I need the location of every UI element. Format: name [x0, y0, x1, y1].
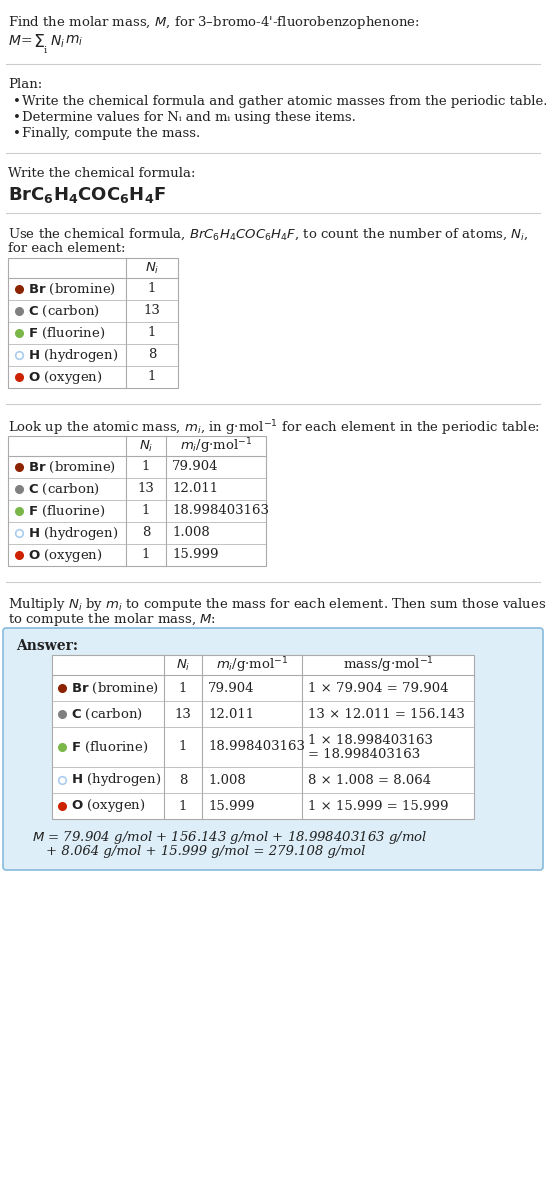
Text: $\bf{Br}$ (bromine): $\bf{Br}$ (bromine) [71, 681, 159, 695]
Text: $\bf{C}$ (carbon): $\bf{C}$ (carbon) [28, 481, 100, 497]
Text: $\bf{H}$ (hydrogen): $\bf{H}$ (hydrogen) [28, 524, 118, 542]
Text: $\bf{F}$ (fluorine): $\bf{F}$ (fluorine) [28, 504, 105, 518]
Text: $\bf{F}$ (fluorine): $\bf{F}$ (fluorine) [71, 739, 148, 754]
Text: 1: 1 [148, 371, 156, 384]
Text: Finally, compute the mass.: Finally, compute the mass. [22, 127, 200, 140]
Text: $\bf{H}$ (hydrogen): $\bf{H}$ (hydrogen) [28, 347, 118, 364]
Text: =: = [20, 34, 32, 48]
Text: $\bf{Br}$ (bromine): $\bf{Br}$ (bromine) [28, 282, 116, 297]
Bar [8, 436, 266, 565]
Text: $m_i$/g·mol$^{-1}$: $m_i$/g·mol$^{-1}$ [216, 656, 288, 675]
Text: •: • [13, 95, 21, 108]
Text: 1 × 18.998403163: 1 × 18.998403163 [308, 734, 433, 747]
Text: 12.011: 12.011 [208, 708, 254, 720]
Text: 1.008: 1.008 [208, 773, 246, 786]
Text: $\bf{C}$ (carbon): $\bf{C}$ (carbon) [71, 707, 143, 721]
Text: Determine values for Nᵢ and mᵢ using these items.: Determine values for Nᵢ and mᵢ using the… [22, 110, 356, 124]
Text: 13 × 12.011 = 156.143: 13 × 12.011 = 156.143 [308, 708, 465, 720]
Text: $N_i$: $N_i$ [176, 657, 190, 672]
Text: 1: 1 [142, 505, 150, 518]
Text: 18.998403163: 18.998403163 [172, 505, 269, 518]
Text: 79.904: 79.904 [172, 461, 218, 474]
Text: 8: 8 [179, 773, 187, 786]
Text: $\mathbf{BrC_6H_4COC_6H_4F}$: $\mathbf{BrC_6H_4COC_6H_4F}$ [8, 185, 166, 206]
Text: 1.008: 1.008 [172, 526, 210, 539]
Text: 1: 1 [179, 682, 187, 695]
Text: $\bf{O}$ (oxygen): $\bf{O}$ (oxygen) [71, 797, 146, 815]
Text: $N_i$: $N_i$ [145, 260, 159, 276]
Text: 8: 8 [142, 526, 150, 539]
Text: $\bf{O}$ (oxygen): $\bf{O}$ (oxygen) [28, 546, 103, 563]
Text: $\bf{C}$ (carbon): $\bf{C}$ (carbon) [28, 303, 100, 318]
Text: i: i [44, 46, 48, 55]
Text: Write the chemical formula and gather atomic masses from the periodic table.: Write the chemical formula and gather at… [22, 95, 546, 108]
Bar [52, 655, 474, 819]
Text: $m_i$/g·mol$^{-1}$: $m_i$/g·mol$^{-1}$ [180, 436, 252, 456]
Text: Find the molar mass, $M$, for 3–bromo-4'-fluorobenzophenone:: Find the molar mass, $M$, for 3–bromo-4'… [8, 14, 420, 31]
Text: $N_i$: $N_i$ [50, 34, 65, 50]
Text: 8 × 1.008 = 8.064: 8 × 1.008 = 8.064 [308, 773, 431, 786]
Text: Answer:: Answer: [16, 639, 78, 653]
Text: $\bf{O}$ (oxygen): $\bf{O}$ (oxygen) [28, 368, 103, 385]
Text: •: • [13, 127, 21, 140]
Text: •: • [13, 110, 21, 124]
Text: Look up the atomic mass, $m_i$, in g·mol$^{-1}$ for each element in the periodic: Look up the atomic mass, $m_i$, in g·mol… [8, 418, 540, 437]
Text: 1 × 79.904 = 79.904: 1 × 79.904 = 79.904 [308, 682, 448, 695]
Text: $N_i$: $N_i$ [139, 438, 153, 454]
Text: 15.999: 15.999 [172, 549, 218, 562]
Text: 18.998403163: 18.998403163 [208, 740, 305, 753]
Text: Plan:: Plan: [8, 78, 42, 91]
Text: mass/g·mol$^{-1}$: mass/g·mol$^{-1}$ [342, 656, 434, 675]
Text: $\bf{H}$ (hydrogen): $\bf{H}$ (hydrogen) [71, 771, 161, 789]
Text: $Σ$: $Σ$ [33, 34, 45, 51]
Text: 13: 13 [175, 708, 192, 720]
Text: = 18.998403163: = 18.998403163 [308, 748, 420, 762]
Text: for each element:: for each element: [8, 242, 126, 255]
Text: Use the chemical formula, $BrC_6H_4COC_6H_4F$, to count the number of atoms, $N_: Use the chemical formula, $BrC_6H_4COC_6… [8, 227, 529, 242]
Text: 1: 1 [148, 327, 156, 340]
Bar [8, 258, 178, 388]
Text: + 8.064 g/mol + 15.999 g/mol = 279.108 g/mol: + 8.064 g/mol + 15.999 g/mol = 279.108 g… [46, 845, 365, 858]
Text: Write the chemical formula:: Write the chemical formula: [8, 168, 195, 181]
Text: 13: 13 [144, 304, 161, 317]
Text: Multiply $N_i$ by $m_i$ to compute the mass for each element. Then sum those val: Multiply $N_i$ by $m_i$ to compute the m… [8, 596, 546, 613]
Text: 1: 1 [179, 740, 187, 753]
Text: 1: 1 [142, 461, 150, 474]
Text: $M$: $M$ [8, 34, 22, 48]
Text: $\bf{Br}$ (bromine): $\bf{Br}$ (bromine) [28, 460, 116, 474]
Text: to compute the molar mass, $M$:: to compute the molar mass, $M$: [8, 611, 216, 628]
Text: $m_i$: $m_i$ [65, 34, 83, 49]
Text: 1: 1 [148, 283, 156, 296]
Text: 12.011: 12.011 [172, 482, 218, 495]
Text: 13: 13 [138, 482, 155, 495]
Text: 1: 1 [179, 800, 187, 813]
FancyBboxPatch shape [3, 628, 543, 870]
Text: 1 × 15.999 = 15.999: 1 × 15.999 = 15.999 [308, 800, 448, 813]
Text: $\bf{F}$ (fluorine): $\bf{F}$ (fluorine) [28, 326, 105, 341]
Text: 79.904: 79.904 [208, 682, 254, 695]
Text: 1: 1 [142, 549, 150, 562]
Text: $M$ = 79.904 g/mol + 156.143 g/mol + 18.998403163 g/mol: $M$ = 79.904 g/mol + 156.143 g/mol + 18.… [32, 829, 428, 846]
Text: 8: 8 [148, 348, 156, 361]
Text: 15.999: 15.999 [208, 800, 254, 813]
